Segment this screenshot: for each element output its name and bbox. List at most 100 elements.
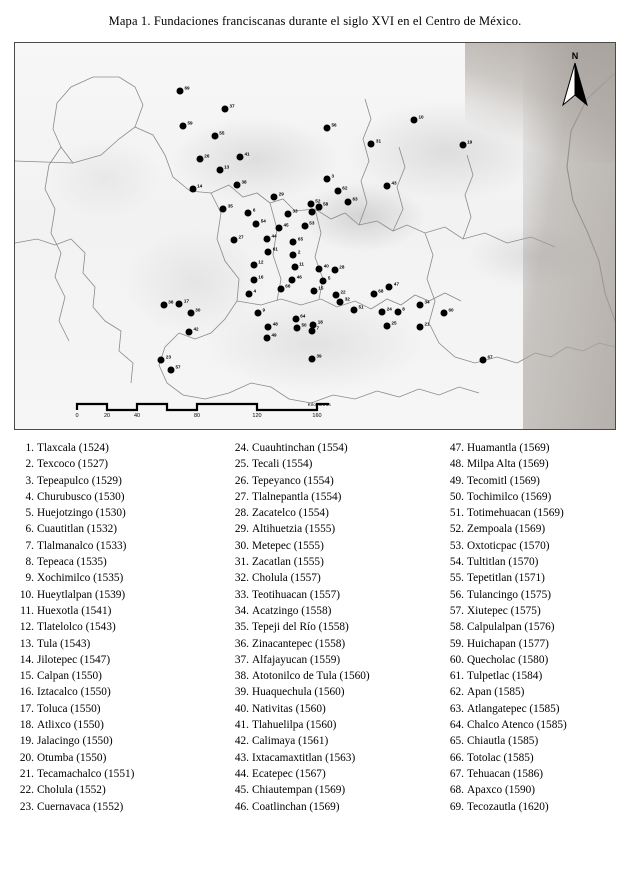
legend-item-number: 5. xyxy=(25,507,34,520)
legend-item-number: 15. xyxy=(19,670,34,683)
map-point-label: 18 xyxy=(317,319,323,325)
map-point: 29 xyxy=(270,192,284,201)
legend-item: 48. Milpa Alta (1569) xyxy=(444,456,618,472)
map-point-label: 22 xyxy=(340,289,346,295)
map-point: 25 xyxy=(383,321,397,330)
map-point: 57 xyxy=(167,364,181,374)
map-point-label: 37 xyxy=(229,103,235,109)
map-point: 3 xyxy=(323,174,334,183)
legend-item-number: 7. xyxy=(25,539,34,552)
map-point: 63 xyxy=(344,196,358,206)
scale-tick: 0 xyxy=(75,413,79,419)
map-point: 18 xyxy=(309,319,323,329)
map-point: 11 xyxy=(291,262,304,271)
legend-item-number: 22. xyxy=(19,784,34,797)
legend-item-label: Chalco Atenco (1585) xyxy=(467,719,567,732)
map-point-label: 9 xyxy=(262,307,266,313)
map-point-label: 62 xyxy=(342,185,348,191)
legend-item: 24. Cuauhtinchan (1554) xyxy=(229,440,444,456)
legend-item: 19. Jalacingo (1550) xyxy=(14,733,229,749)
map-point: 33 xyxy=(284,209,298,218)
legend-item: 51. Totimehuacan (1569) xyxy=(444,505,618,521)
legend-item: 17. Toluca (1550) xyxy=(14,701,229,717)
map-point-label: 36 xyxy=(168,299,174,305)
legend-item-label: Calpulalpan (1576) xyxy=(467,621,555,634)
legend-item: 63. Atlangatepec (1585) xyxy=(444,701,618,717)
legend-item-number: 44. xyxy=(234,767,249,780)
legend-item: 27. Tlalnepantla (1554) xyxy=(229,489,444,505)
legend-item: 40. Nativitas (1560) xyxy=(229,701,444,717)
legend-item-label: Atotonilco de Tula (1560) xyxy=(252,670,370,683)
legend-item: 62. Apan (1585) xyxy=(444,684,618,700)
map-point-label: 46 xyxy=(296,274,302,280)
legend-item: 7. Tlalmanalco (1533) xyxy=(14,538,229,554)
legend-item-number: 46. xyxy=(234,800,249,813)
legend-column-2: 24. Cuauhtinchan (1554) 25. Tecali (1554) 26… xyxy=(229,440,444,815)
legend-item: 8. Tepeaca (1535) xyxy=(14,554,229,570)
legend-item-number: 40. xyxy=(234,702,249,715)
legend-item-number: 66. xyxy=(449,751,464,764)
legend-item-number: 26. xyxy=(234,474,249,487)
legend-item: 26. Tepeyanco (1554) xyxy=(229,473,444,489)
legend-item-number: 67. xyxy=(449,767,464,780)
legend-item: 68. Apaxco (1590) xyxy=(444,782,618,798)
legend-item: 10. Hueytlalpan (1539) xyxy=(14,587,229,603)
legend-item-number: 13. xyxy=(19,637,34,650)
north-arrow-icon xyxy=(562,62,588,107)
map-point: 9 xyxy=(254,308,265,317)
legend-item-number: 60. xyxy=(449,653,464,666)
legend-item: 31. Zacatlan (1555) xyxy=(229,554,444,570)
legend-item: 58. Calpulalpan (1576) xyxy=(444,619,618,635)
legend-item-label: Calpan (1550) xyxy=(37,670,102,683)
legend-item-label: Ecatepec (1567) xyxy=(252,767,326,780)
map-point-label: 30 xyxy=(195,307,201,313)
legend-item-number: 59. xyxy=(449,637,464,650)
legend-item-label: Cuautitlan (1532) xyxy=(37,523,118,536)
legend-item-label: Jilotepec (1547) xyxy=(37,653,111,666)
legend-item: 28. Zacatelco (1554) xyxy=(229,505,444,521)
map-point: 44 xyxy=(263,233,277,243)
scale-tick: 80 xyxy=(193,413,201,419)
map-point: 2 xyxy=(289,249,300,259)
map-point-label: 19 xyxy=(467,139,473,145)
north-arrow: N xyxy=(555,51,595,113)
legend-item-label: Tecozautla (1620) xyxy=(467,800,549,813)
legend-item: 59. Huichapan (1577) xyxy=(444,636,618,652)
map-point: 67 xyxy=(479,354,493,364)
legend-item-number: 53. xyxy=(449,539,464,552)
legend-item-number: 14. xyxy=(19,653,34,666)
legend-item-label: Tepetitlan (1571) xyxy=(467,572,545,585)
legend-item: 20. Otumba (1550) xyxy=(14,750,229,766)
legend-item-number: 56. xyxy=(449,588,464,601)
legend-item: 11. Huexotla (1541) xyxy=(14,603,229,619)
legend-item-label: Coatlinchan (1569) xyxy=(252,800,340,813)
legend-item-number: 49. xyxy=(449,474,464,487)
legend-item-number: 18. xyxy=(19,719,34,732)
legend-item-number: 1. xyxy=(25,442,34,454)
map-point-label: 68 xyxy=(378,288,384,294)
map-point-label: 58 xyxy=(323,201,329,207)
legend-item: 38. Atotonilco de Tula (1560) xyxy=(229,668,444,684)
map-point-label: 15 xyxy=(318,285,324,291)
legend-item-number: 54. xyxy=(449,556,464,569)
legend-item-number: 43. xyxy=(234,751,249,764)
map-point: 61 xyxy=(264,247,278,256)
legend-item: 49. Tecomitl (1569) xyxy=(444,473,618,489)
legend-item-label: Tepeaca (1535) xyxy=(37,556,107,569)
legend-item: 45. Chiautempan (1569) xyxy=(229,782,444,798)
map-point: 30 xyxy=(187,308,200,317)
scale-tick: 40 xyxy=(133,413,141,419)
map-point-label: 23 xyxy=(165,354,172,360)
map-point: 14 xyxy=(189,184,202,193)
map-point: 28 xyxy=(331,264,344,274)
map-point: 27 xyxy=(230,234,244,244)
legend-item-label: Tepeji del Río (1558) xyxy=(252,621,349,634)
legend-item-number: 17. xyxy=(19,702,34,715)
legend-item-label: Texcoco (1527) xyxy=(37,458,109,471)
legend-item-number: 39. xyxy=(234,686,249,699)
map-point: 35 xyxy=(219,203,233,213)
map-point: 41 xyxy=(236,152,250,161)
legend-item-number: 9. xyxy=(25,572,34,585)
legend-item-number: 21. xyxy=(19,767,34,780)
legend-column-1: 1. Tlaxcala (1524) 2. Texcoco (1527) 3. Tepea… xyxy=(14,440,229,815)
